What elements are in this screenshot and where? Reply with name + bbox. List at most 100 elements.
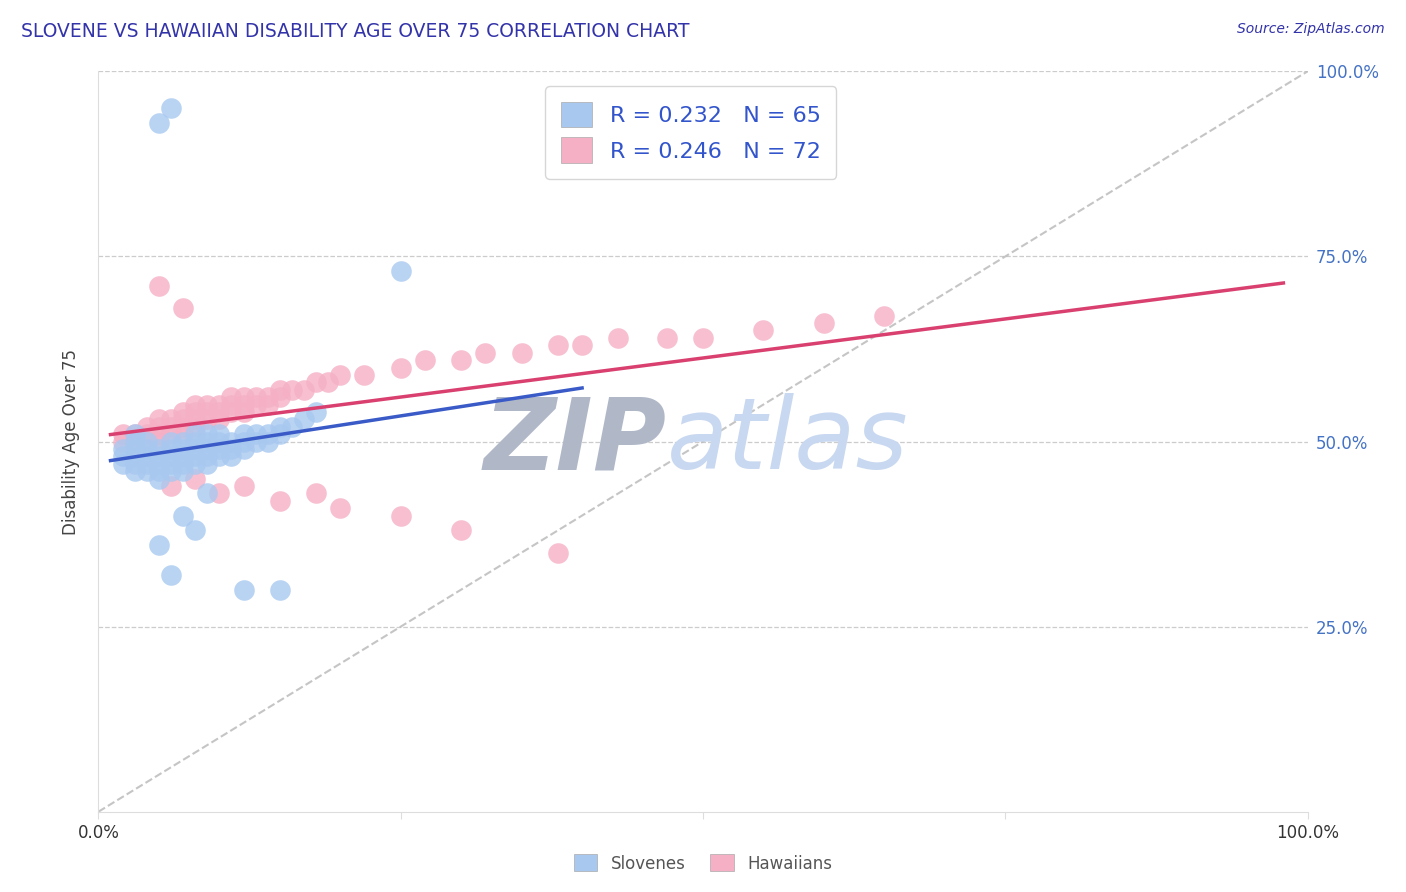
Point: [160, 412, 183, 426]
Point: [269, 427, 291, 442]
Point: [135, 442, 157, 456]
Point: [111, 434, 134, 449]
Point: [172, 457, 194, 471]
Point: [281, 419, 304, 434]
Point: [221, 450, 243, 464]
Point: [148, 538, 170, 552]
Point: [160, 442, 183, 456]
Point: [148, 464, 170, 478]
Point: [124, 427, 146, 442]
Point: [232, 398, 254, 412]
Point: [160, 479, 183, 493]
Point: [353, 368, 375, 382]
Legend: R = 0.232   N = 65, R = 0.246   N = 72: R = 0.232 N = 65, R = 0.246 N = 72: [546, 87, 837, 178]
Point: [148, 434, 170, 449]
Point: [148, 442, 170, 456]
Point: [305, 405, 328, 419]
Point: [256, 427, 278, 442]
Point: [160, 450, 183, 464]
Point: [208, 412, 231, 426]
Point: [305, 486, 328, 500]
Point: [124, 434, 146, 449]
Point: [184, 405, 207, 419]
Point: [232, 442, 254, 456]
Point: [172, 450, 194, 464]
Point: [148, 471, 170, 485]
Point: [208, 486, 231, 500]
Point: [269, 419, 291, 434]
Y-axis label: Disability Age Over 75: Disability Age Over 75: [62, 349, 80, 534]
Point: [208, 450, 231, 464]
Point: [124, 457, 146, 471]
Point: [172, 412, 194, 426]
Point: [148, 279, 170, 293]
Point: [389, 264, 412, 278]
Point: [148, 412, 170, 426]
Point: [184, 457, 207, 471]
Point: [160, 427, 183, 442]
Point: [160, 434, 183, 449]
Point: [221, 398, 243, 412]
Point: [245, 398, 267, 412]
Point: [245, 427, 267, 442]
Point: [135, 434, 157, 449]
Point: [413, 353, 436, 368]
Point: [256, 398, 278, 412]
Point: [135, 434, 157, 449]
Point: [873, 309, 896, 323]
Point: [184, 471, 207, 485]
Point: [172, 419, 194, 434]
Point: [124, 464, 146, 478]
Point: [292, 412, 315, 426]
Text: SLOVENE VS HAWAIIAN DISABILITY AGE OVER 75 CORRELATION CHART: SLOVENE VS HAWAIIAN DISABILITY AGE OVER …: [21, 22, 689, 41]
Point: [160, 567, 183, 582]
Point: [111, 450, 134, 464]
Point: [269, 493, 291, 508]
Point: [474, 345, 496, 359]
Point: [232, 390, 254, 404]
Point: [221, 442, 243, 456]
Point: [269, 390, 291, 404]
Point: [111, 427, 134, 442]
Point: [316, 376, 339, 390]
Point: [148, 419, 170, 434]
Point: [208, 434, 231, 449]
Point: [160, 419, 183, 434]
Point: [148, 427, 170, 442]
Point: [208, 398, 231, 412]
Point: [221, 434, 243, 449]
Point: [184, 524, 207, 538]
Point: [450, 524, 472, 538]
Point: [655, 331, 678, 345]
Point: [172, 301, 194, 316]
Point: [160, 102, 183, 116]
Point: [813, 316, 835, 330]
Point: [195, 486, 218, 500]
Point: [256, 434, 278, 449]
Point: [135, 457, 157, 471]
Point: [208, 405, 231, 419]
Point: [184, 412, 207, 426]
Point: [208, 442, 231, 456]
Point: [172, 508, 194, 523]
Point: [148, 450, 170, 464]
Point: [111, 442, 134, 456]
Point: [172, 405, 194, 419]
Point: [232, 427, 254, 442]
Point: [135, 419, 157, 434]
Point: [292, 383, 315, 397]
Point: [184, 427, 207, 442]
Point: [160, 457, 183, 471]
Point: [148, 457, 170, 471]
Point: [111, 457, 134, 471]
Point: [232, 405, 254, 419]
Point: [305, 376, 328, 390]
Point: [195, 412, 218, 426]
Point: [148, 116, 170, 130]
Point: [245, 434, 267, 449]
Point: [547, 338, 569, 352]
Point: [195, 450, 218, 464]
Point: [160, 464, 183, 478]
Point: [184, 434, 207, 449]
Point: [135, 427, 157, 442]
